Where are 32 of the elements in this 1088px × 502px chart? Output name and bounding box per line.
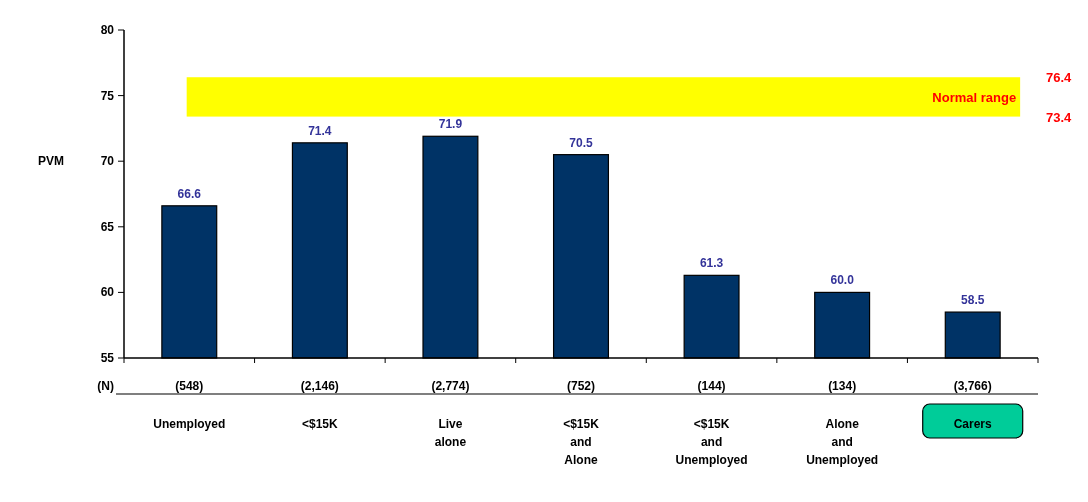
- text: 70.5: [569, 135, 593, 150]
- x-tick-label: Unemployed: [153, 417, 226, 431]
- text: (144): [697, 379, 726, 393]
- y-tick-label: 55: [100, 351, 115, 365]
- text: 71.9: [438, 117, 463, 132]
- text: (2,774): [431, 379, 470, 393]
- x-tick-label: Live alone: [434, 417, 467, 449]
- x-tick-label: <$15K and Alone: [563, 417, 600, 467]
- y-tick-label: 60: [100, 285, 115, 300]
- text: (134): [828, 379, 857, 393]
- y-tick-label: 75: [100, 88, 115, 103]
- text: 66.6: [177, 186, 201, 201]
- x-tick-label: <$15K: [302, 417, 339, 431]
- x-tick-label: <$15K and Unemployed: [675, 417, 748, 467]
- text: (3,766): [953, 379, 992, 393]
- text: (752): [566, 379, 596, 393]
- text: 60.0: [830, 273, 854, 288]
- text: 76.4: [1046, 70, 1073, 86]
- text: 71.4: [308, 123, 332, 138]
- x-tick-label: Alone and Unemployed: [806, 417, 879, 467]
- text: (2,146): [300, 379, 339, 393]
- y-axis-title: PVM: [38, 154, 65, 169]
- y-tick-label: 70: [100, 154, 115, 169]
- text: 73.4: [1046, 109, 1073, 125]
- text: 61.3: [699, 256, 724, 271]
- text: (N): [97, 379, 114, 393]
- band-label: Normal range: [932, 89, 1017, 105]
- y-tick-label: 65: [100, 219, 115, 234]
- y-tick-label: 80: [100, 23, 115, 37]
- text: (548): [175, 379, 204, 393]
- x-tick-label: Carers: [953, 417, 993, 431]
- text: 58.5: [961, 293, 985, 308]
